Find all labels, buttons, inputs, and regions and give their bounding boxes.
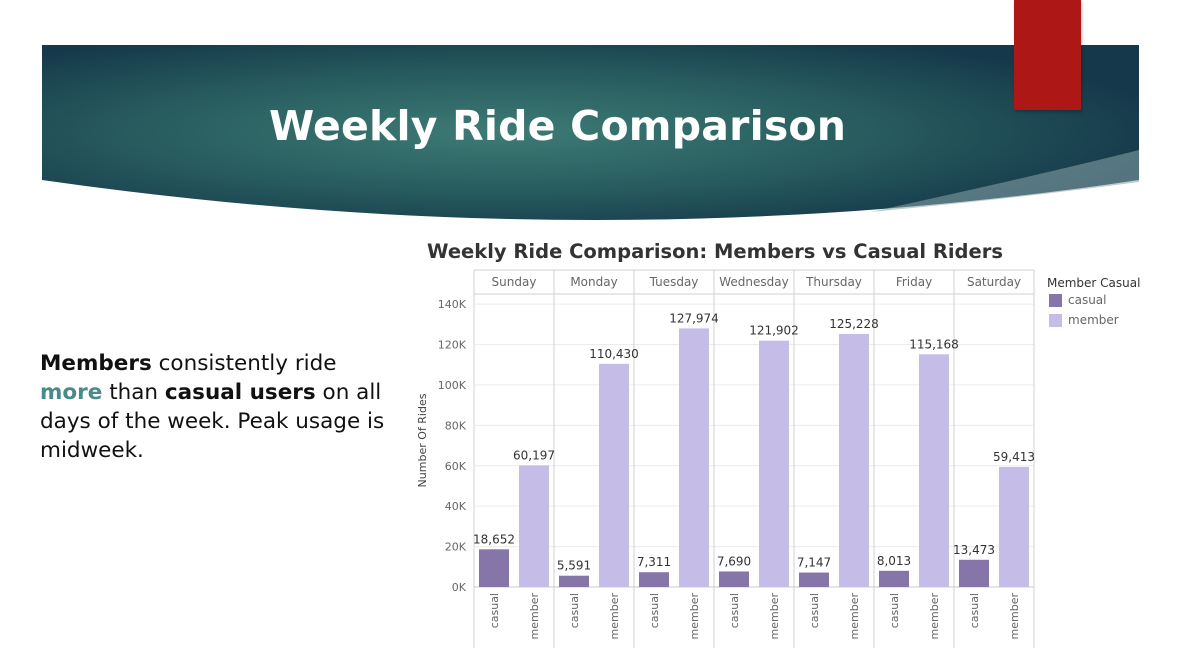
data-label-member-monday: 110,430 <box>589 347 639 361</box>
bar-member-saturday <box>999 466 1029 587</box>
bar-chart: 0K 20K 40K 60K 80K 100K 120K 140K Number Of Ride… <box>416 269 1035 648</box>
data-label-member-wednesday: 121,902 <box>749 324 799 338</box>
x-tick-label: casual <box>968 593 981 628</box>
bar-member-tuesday <box>679 328 709 587</box>
x-tick-label: casual <box>888 593 901 628</box>
x-tick-label: member <box>688 593 701 640</box>
data-label-member-saturday: 59,413 <box>993 450 1035 464</box>
red-accent-block <box>1014 0 1081 110</box>
x-tick-label: member <box>1008 593 1021 640</box>
more-emphasis: more <box>40 380 103 405</box>
y-tick-label: 100K <box>438 379 467 392</box>
bar-casual-saturday <box>959 559 989 587</box>
legend-label-member: member <box>1068 313 1119 327</box>
legend-title: Member Casual <box>1047 276 1141 290</box>
summary-text: Members consistently ride more than casu… <box>40 349 400 465</box>
x-tick-label: member <box>928 593 941 640</box>
y-tick-label: 40K <box>445 500 467 513</box>
y-tick-label: 140K <box>438 298 467 311</box>
x-tick-label: casual <box>568 593 581 628</box>
x-tick-label: member <box>608 593 621 640</box>
bar-casual-monday <box>559 575 589 587</box>
bar-member-sunday <box>519 465 549 587</box>
bar-member-thursday <box>839 333 869 587</box>
x-tick-label: member <box>848 593 861 640</box>
y-tick-label: 0K <box>452 581 467 594</box>
bar-casual-sunday <box>479 549 509 587</box>
data-label-casual-sunday: 18,652 <box>473 532 515 546</box>
x-tick-label: member <box>768 593 781 640</box>
bar-casual-wednesday <box>719 571 749 587</box>
legend-swatch-member <box>1049 314 1062 327</box>
summary-text-part: than <box>102 380 165 405</box>
x-tick-label: casual <box>648 593 661 628</box>
day-header-sunday: Sunday <box>492 275 537 289</box>
members-emphasis: Members <box>40 351 152 376</box>
legend-swatch-casual <box>1049 294 1062 307</box>
day-header-saturday: Saturday <box>967 275 1021 289</box>
y-tick-label: 20K <box>445 541 467 554</box>
x-tick-label: casual <box>808 593 821 628</box>
y-tick-label: 120K <box>438 339 467 352</box>
bar-casual-thursday <box>799 572 829 587</box>
summary-text-part: on all days of the week. Peak usage is m… <box>40 380 385 463</box>
day-header-tuesday: Tuesday <box>649 275 699 289</box>
day-header-friday: Friday <box>896 275 932 289</box>
x-tick-label: casual <box>728 593 741 628</box>
data-label-member-friday: 115,168 <box>909 337 959 351</box>
data-label-casual-tuesday: 7,311 <box>637 555 671 569</box>
data-label-member-tuesday: 127,974 <box>669 311 719 325</box>
bar-casual-friday <box>879 570 909 587</box>
chart-title: Weekly Ride Comparison: Members vs Casua… <box>427 240 1003 263</box>
title-banner <box>0 0 1182 230</box>
data-label-casual-saturday: 13,473 <box>953 543 995 557</box>
y-tick-label: 80K <box>445 419 467 432</box>
day-header-monday: Monday <box>570 275 617 289</box>
data-label-member-sunday: 60,197 <box>513 448 555 462</box>
legend-label-casual: casual <box>1068 293 1107 307</box>
day-header-wednesday: Wednesday <box>719 275 788 289</box>
y-tick-label: 60K <box>445 460 467 473</box>
day-header-thursday: Thursday <box>805 275 862 289</box>
data-label-casual-thursday: 7,147 <box>797 556 831 570</box>
bar-member-wednesday <box>759 340 789 587</box>
data-label-casual-wednesday: 7,690 <box>717 554 751 568</box>
slide-title: Weekly Ride Comparison <box>269 102 847 150</box>
bar-casual-tuesday <box>639 572 669 587</box>
summary-text-part: consistently ride <box>151 351 337 376</box>
x-tick-label: member <box>528 593 541 640</box>
x-tick-label: casual <box>488 593 501 628</box>
data-label-casual-friday: 8,013 <box>877 554 911 568</box>
data-label-casual-monday: 5,591 <box>557 559 591 573</box>
y-axis-label: Number Of Rides <box>416 393 429 487</box>
casual-emphasis: casual users <box>164 380 316 405</box>
bar-member-friday <box>919 354 949 587</box>
data-label-member-thursday: 125,228 <box>829 317 879 331</box>
bar-member-monday <box>599 363 629 587</box>
